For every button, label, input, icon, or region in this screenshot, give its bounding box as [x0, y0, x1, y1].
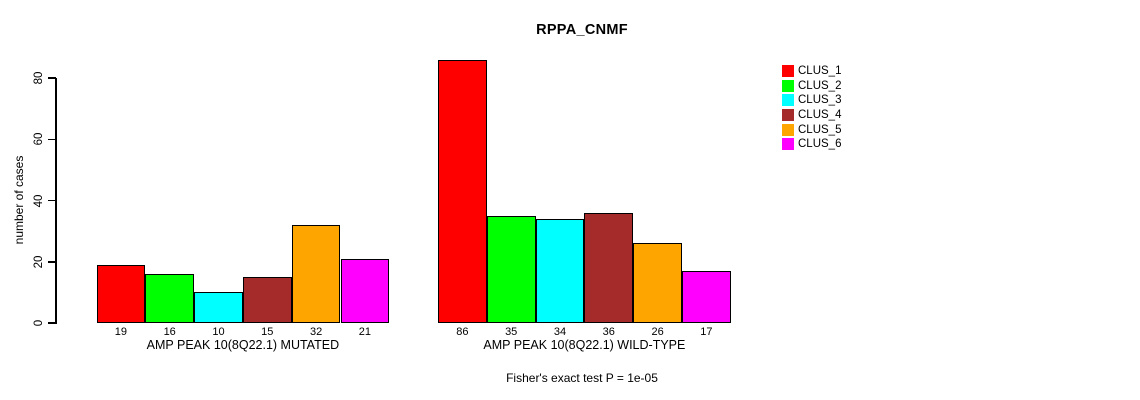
legend-item-clus_5: CLUS_5: [782, 122, 841, 137]
chart-title: RPPA_CNMF: [536, 22, 628, 38]
bar-clus_5-group2: [633, 243, 682, 323]
bar-clus_6-group1: [340, 258, 390, 323]
bar-clus_2-group1: [145, 274, 195, 323]
legend-label: CLUS_5: [798, 123, 842, 136]
bar-clus_1-group2: [438, 59, 487, 323]
y-tick: [48, 322, 56, 324]
bar-value-label: 10: [212, 326, 225, 338]
bar-value-label: 19: [114, 326, 128, 338]
bar-clus_5-group1: [291, 225, 341, 323]
legend-swatch-clus_6: [782, 138, 794, 151]
y-tick: [48, 138, 56, 141]
bar-value-label: 15: [261, 326, 274, 338]
legend-label: CLUS_6: [798, 138, 842, 151]
legend-item-clus_6: CLUS_6: [782, 137, 841, 152]
legend-item-clus_1: CLUS_1: [782, 64, 841, 79]
bar-value-label: 36: [602, 326, 615, 338]
bar-value-label: 35: [505, 326, 518, 338]
legend-swatch-clus_4: [782, 109, 794, 122]
legend-label: CLUS_1: [798, 65, 842, 78]
bar-value-label: 17: [700, 326, 713, 338]
bar-clus_1-group1: [96, 264, 146, 323]
legend-swatch-clus_3: [782, 94, 794, 107]
bar-value-label: 34: [553, 326, 567, 338]
group-label: AMP PEAK 10(8Q22.1) WILD-TYPE: [483, 338, 686, 352]
legend: CLUS_1 CLUS_2 CLUS_3 CLUS_4 CLUS_5 CLUS_6: [782, 64, 841, 152]
legend-item-clus_2: CLUS_2: [782, 79, 841, 94]
bar-clus_3-group1: [194, 292, 243, 323]
legend-swatch-clus_5: [782, 123, 794, 136]
bar-clus_6-group2: [682, 270, 731, 323]
legend-swatch-clus_1: [782, 65, 794, 78]
bar-clus_2-group2: [486, 215, 536, 323]
bar-value-label: 26: [651, 326, 664, 338]
bar-value-label: 86: [456, 326, 469, 338]
legend-label: CLUS_4: [798, 109, 842, 122]
y-tick: [48, 77, 56, 79]
bar-value-label: 16: [163, 326, 176, 338]
group-label: AMP PEAK 10(8Q22.1) MUTATED: [146, 338, 340, 352]
bar-value-label: 21: [358, 326, 372, 338]
legend-swatch-clus_2: [782, 79, 794, 92]
fisher-test-annotation: Fisher's exact test P = 1e-05: [506, 371, 658, 385]
y-tick: [48, 199, 56, 202]
legend-item-clus_4: CLUS_4: [782, 108, 841, 123]
legend-label: CLUS_2: [798, 79, 842, 92]
legend-label: CLUS_3: [798, 94, 842, 107]
bar-clus_3-group2: [535, 218, 585, 323]
legend-item-clus_3: CLUS_3: [782, 93, 841, 108]
bar-clus_4-group2: [584, 212, 634, 323]
bar-value-label: 32: [309, 326, 323, 338]
bar-clus_4-group1: [242, 277, 292, 323]
y-tick: [48, 261, 56, 263]
